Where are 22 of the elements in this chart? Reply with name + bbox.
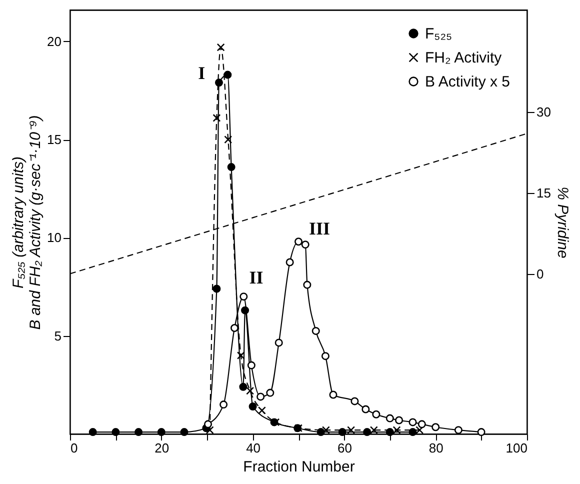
y-axis-title: F₅₂₅ (arbitrary units) B and FH₂ Activity (g·sec⁻¹·10⁻⁹) bbox=[10, 115, 44, 330]
annotation: III bbox=[308, 218, 330, 238]
y2-tick-label: 30 bbox=[536, 104, 551, 120]
y2-tick-label: 0 bbox=[536, 266, 544, 282]
x-tick-label: 60 bbox=[337, 440, 352, 456]
x-tick-label: 40 bbox=[246, 440, 261, 456]
x-tick-label: 0 bbox=[70, 440, 78, 456]
legend-label: F₅₂₅ bbox=[425, 26, 452, 42]
y2-tick-label: 15 bbox=[536, 185, 551, 200]
legend-label: FH₂ Activity bbox=[425, 50, 502, 66]
annotation: II bbox=[249, 267, 264, 288]
x-tick-label: 20 bbox=[154, 440, 170, 456]
x-tick-label: 80 bbox=[428, 440, 444, 456]
y-tick-label: 10 bbox=[47, 230, 62, 246]
y-tick-label: 5 bbox=[54, 328, 62, 344]
x-axis-title: Fraction Number bbox=[243, 458, 355, 476]
annotation: I bbox=[198, 63, 206, 84]
x-tick-label: 100 bbox=[506, 440, 528, 456]
legend-label: B Activity x 5 bbox=[425, 74, 510, 90]
y2-axis-title: % Pyridine bbox=[554, 186, 571, 258]
y-tick-label: 15 bbox=[47, 132, 62, 148]
y-tick-label: 20 bbox=[47, 34, 62, 49]
